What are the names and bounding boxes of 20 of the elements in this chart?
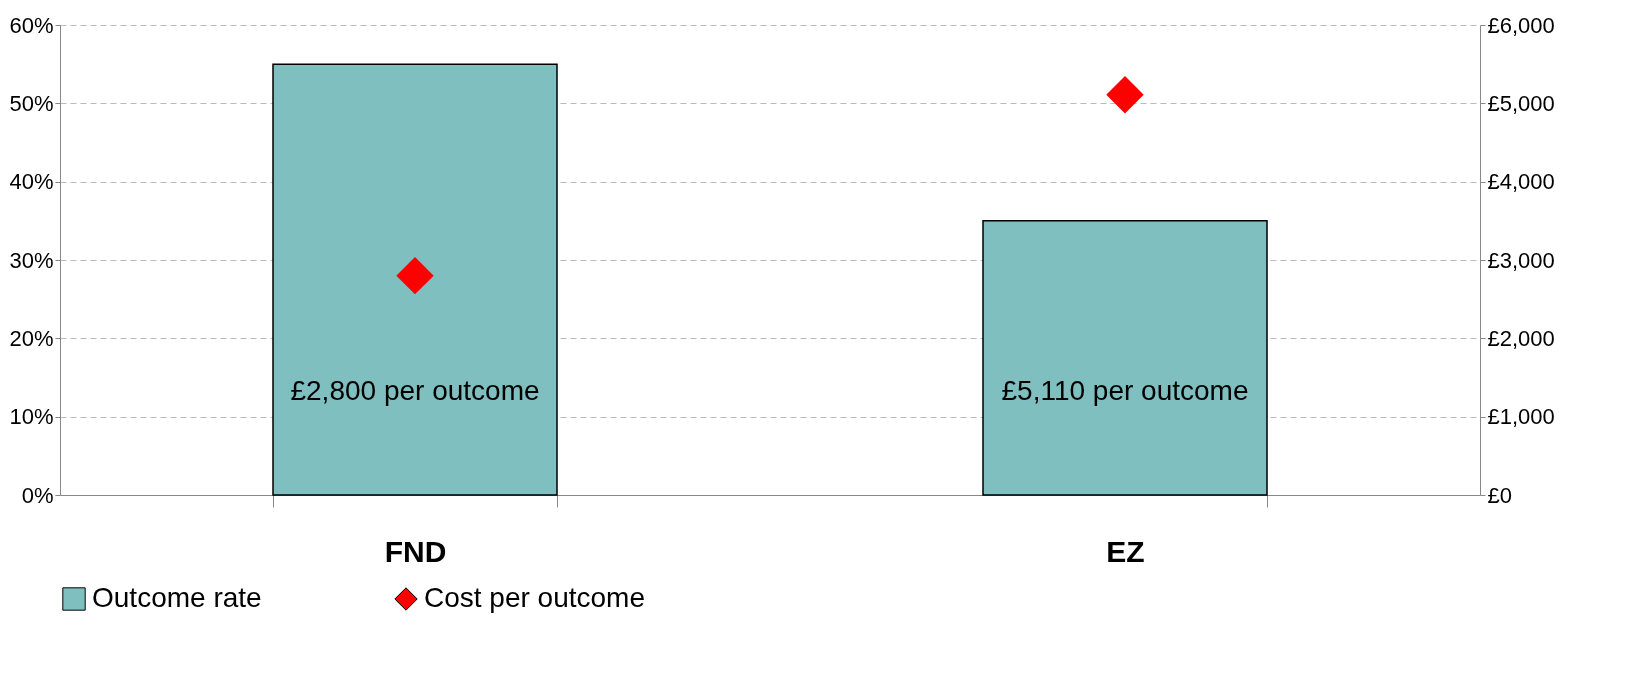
annotation: £2,800 per outcome [290,374,540,406]
y-tick-label: 50% [9,90,54,116]
y-tick-label: 40% [9,169,54,195]
y2-tick-label: £2,000 [1487,325,1555,351]
legend-label: Cost per outcome [424,582,645,613]
y2-tick-label: £3,000 [1487,247,1555,273]
y-tick-label: 30% [9,247,54,273]
y-tick-label: 10% [9,404,54,430]
y-tick-label: 60% [9,12,54,38]
y-tick-label: 20% [9,325,54,351]
y2-tick-label: £4,000 [1487,169,1555,195]
x-tick-label: EZ [1106,534,1145,568]
annotation: £5,110 per outcome [1001,374,1249,406]
y-tick-label: 0% [21,482,54,508]
legend-label: Outcome rate [92,582,262,613]
y2-tick-label: £5,000 [1487,90,1555,116]
y2-tick-label: £6,000 [1487,12,1555,38]
x-tick-label: FND [384,534,447,568]
y2-tick-label: £0 [1487,482,1512,508]
y2-tick-label: £1,000 [1487,404,1555,430]
